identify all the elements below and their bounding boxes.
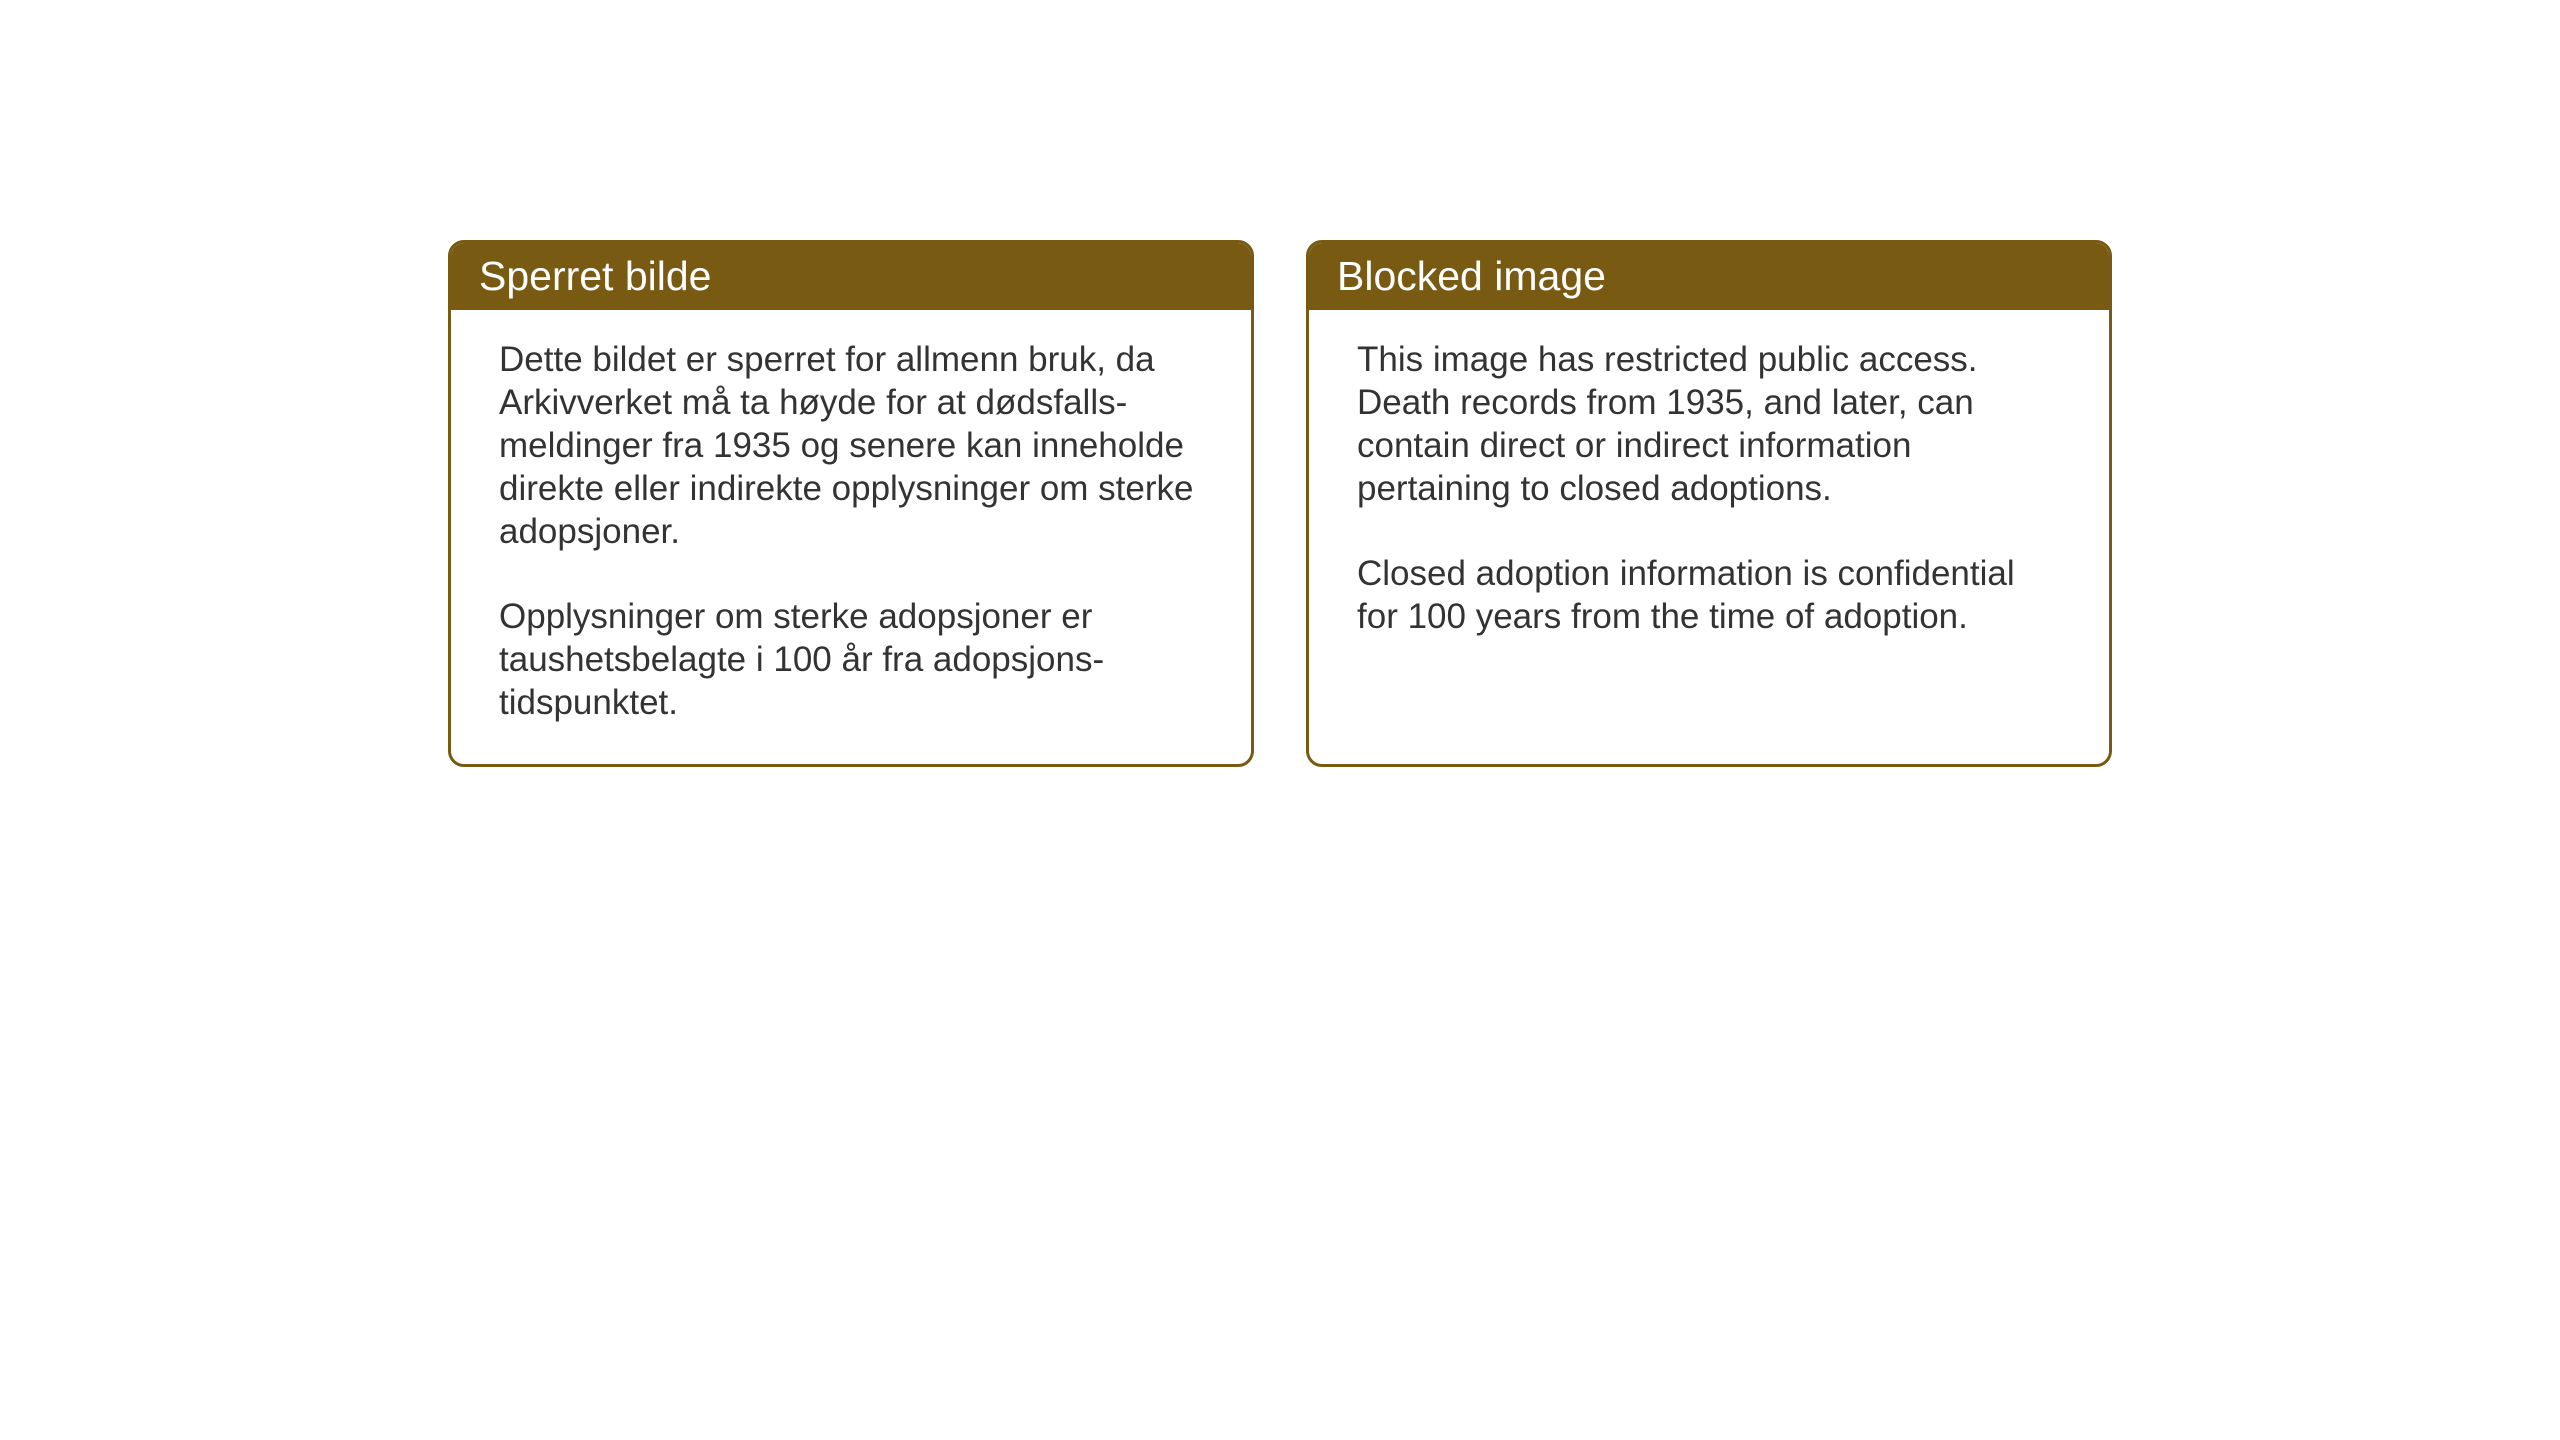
notice-box-norwegian: Sperret bilde Dette bildet er sperret fo…: [448, 240, 1254, 767]
notice-box-english: Blocked image This image has restricted …: [1306, 240, 2112, 767]
notices-container: Sperret bilde Dette bildet er sperret fo…: [448, 240, 2112, 767]
notice-paragraph: Opplysninger om sterke adopsjoner er tau…: [499, 595, 1203, 724]
notice-header-english: Blocked image: [1309, 243, 2109, 310]
notice-body-english: This image has restricted public access.…: [1309, 310, 2109, 750]
notice-paragraph: This image has restricted public access.…: [1357, 338, 2061, 510]
notice-paragraph: Closed adoption information is confident…: [1357, 552, 2061, 638]
notice-body-norwegian: Dette bildet er sperret for allmenn bruk…: [451, 310, 1251, 764]
notice-paragraph: Dette bildet er sperret for allmenn bruk…: [499, 338, 1203, 553]
notice-header-norwegian: Sperret bilde: [451, 243, 1251, 310]
